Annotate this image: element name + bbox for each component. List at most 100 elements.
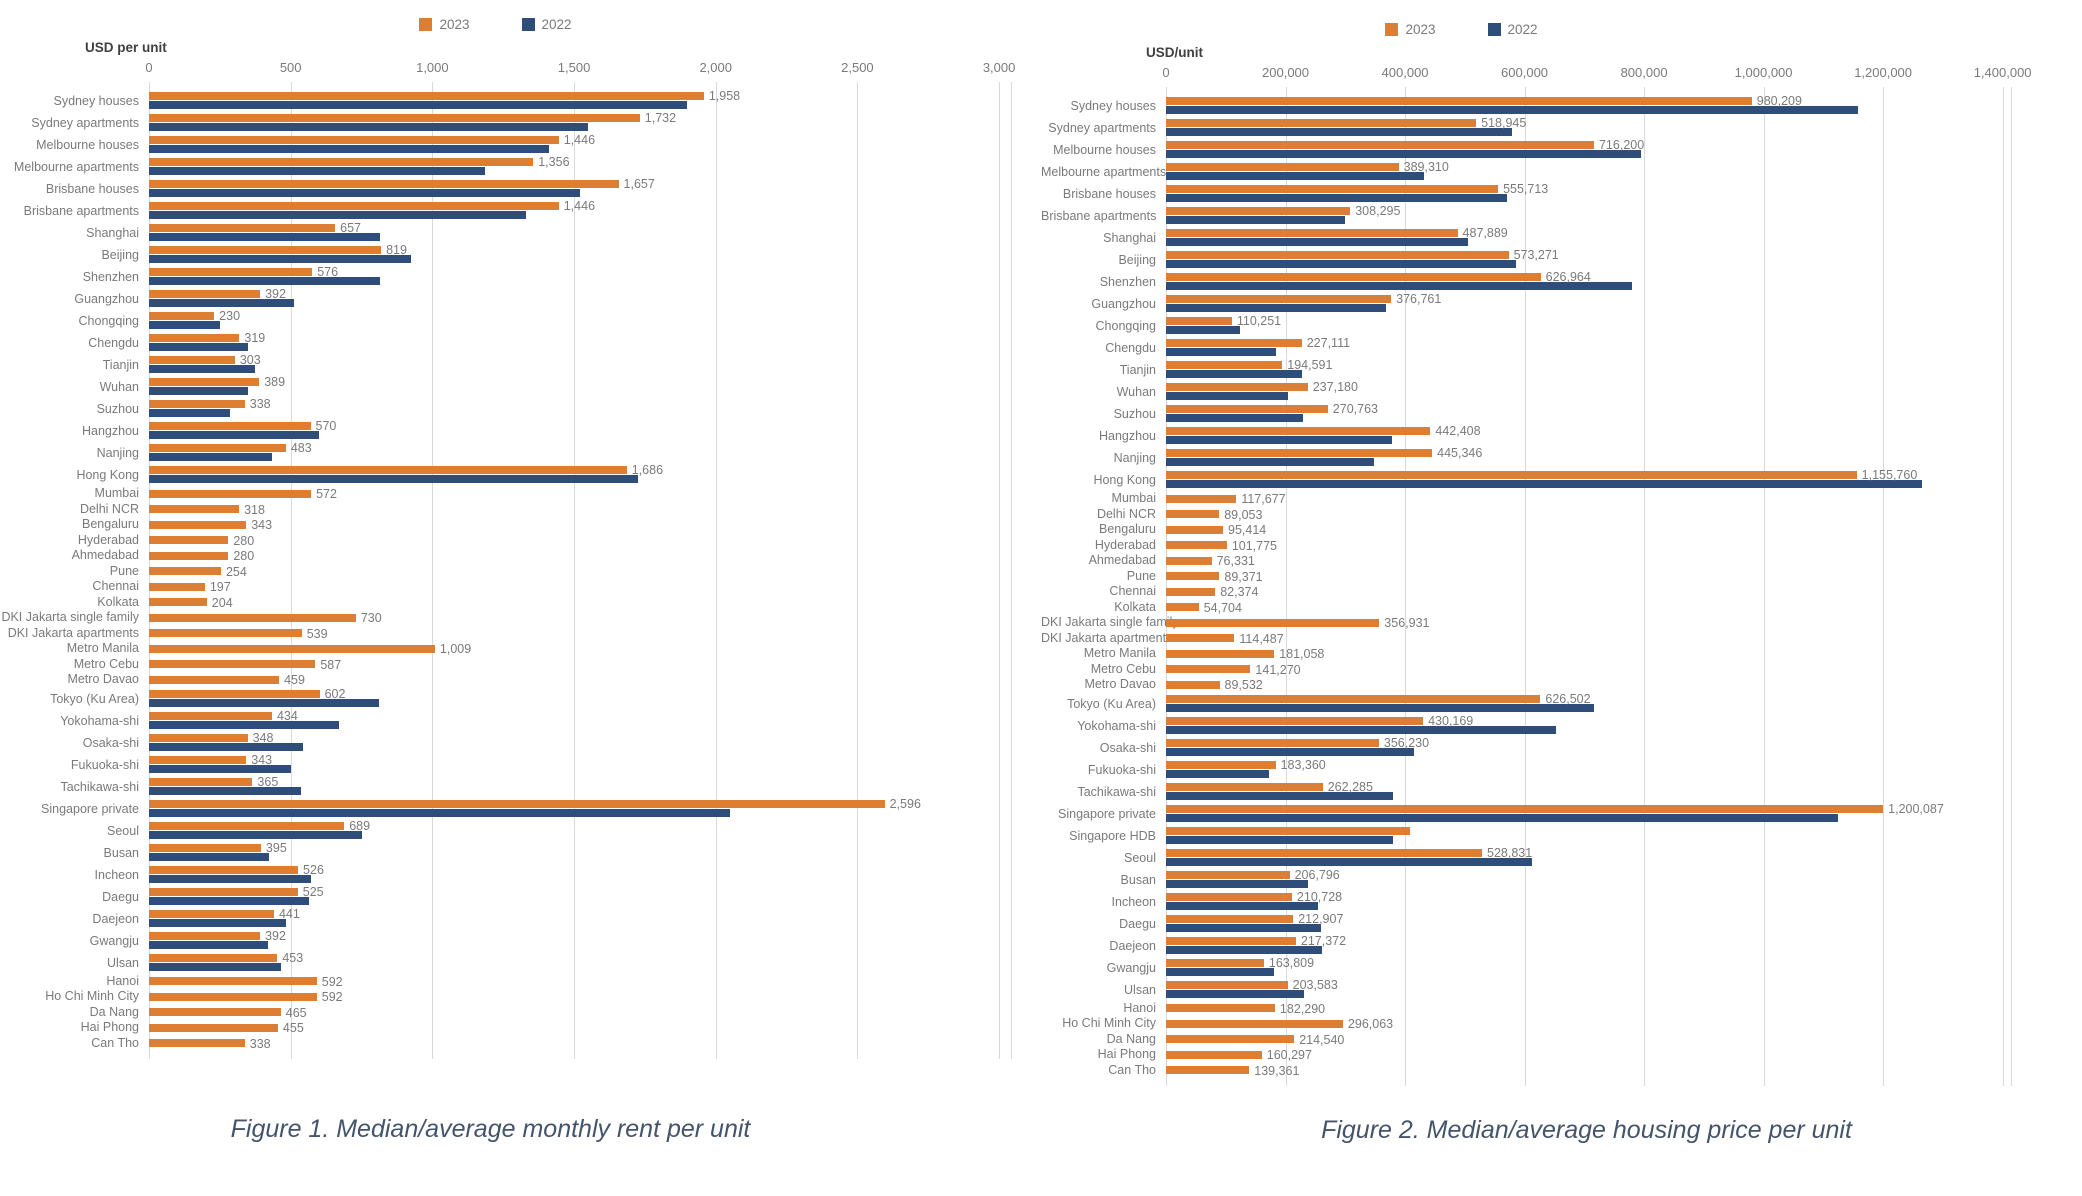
bar-2022 bbox=[1166, 967, 1275, 976]
bar-2023 bbox=[149, 953, 278, 962]
category-label: Wuhan bbox=[99, 380, 139, 394]
bar-2022 bbox=[149, 940, 268, 949]
bar-2023 bbox=[1166, 141, 1594, 149]
value-label: 441 bbox=[278, 906, 300, 921]
category-label: Wuhan bbox=[1116, 385, 1156, 399]
value-label: 141,270 bbox=[1255, 662, 1301, 677]
bar-2023 bbox=[1166, 914, 1294, 923]
bar-2023 bbox=[1166, 449, 1433, 457]
bar-2023 bbox=[149, 733, 248, 742]
chart-row: Can Tho 139,361 bbox=[1108, 1063, 2011, 1079]
category-label: Melbourne apartments bbox=[1041, 165, 1167, 179]
value-label: 183,360 bbox=[1280, 757, 1326, 772]
category-label: Chongqing bbox=[1095, 319, 1156, 333]
category-label: Chengdu bbox=[88, 336, 139, 350]
chart-row: DKI Jakarta apartments 539 bbox=[8, 626, 1011, 642]
category-label: Ahmedabad bbox=[1088, 553, 1156, 567]
category-label: Osaka-shi bbox=[82, 735, 139, 750]
category-label: Busan bbox=[1120, 872, 1156, 887]
x-tick-label: 500 bbox=[279, 60, 302, 75]
value-label: 392 bbox=[265, 287, 286, 301]
chart-row: Melbourne apartments 389,310 bbox=[1041, 160, 2011, 183]
bar-2023 bbox=[1166, 892, 1292, 901]
chart-row: Melbourne houses 1,446 bbox=[36, 133, 1011, 156]
category-label: Hanoi bbox=[1123, 1000, 1156, 1015]
category-label: Hong Kong bbox=[1093, 473, 1156, 487]
category-label: Fukuoka-shi bbox=[70, 757, 139, 772]
chart-row: Shanghai 487,889 bbox=[1103, 226, 2011, 249]
chart-row: Yokohama-shi 434 bbox=[60, 709, 1011, 732]
value-label: 626,502 bbox=[1545, 691, 1591, 706]
bar-2023 bbox=[149, 466, 627, 474]
bar-2023 bbox=[1166, 980, 1288, 989]
bar-2022 bbox=[149, 764, 291, 773]
bar-2022 bbox=[149, 874, 311, 883]
chart-row: Beijing 573,271 bbox=[1118, 248, 2011, 271]
chart-row: Singapore private 1,200,087 bbox=[1058, 802, 2011, 825]
chart-row: Sydney houses 980,209 bbox=[1071, 94, 2011, 117]
bar-2022 bbox=[149, 786, 301, 795]
chart-row: Beijing 819 bbox=[101, 243, 1011, 266]
category-label: Tianjin bbox=[1119, 363, 1156, 377]
bar-2023 bbox=[1166, 207, 1351, 215]
bar-2022 bbox=[1166, 172, 1425, 180]
value-label: 1,732 bbox=[644, 111, 677, 125]
category-label: Shenzhen bbox=[82, 270, 139, 284]
category-label: DKI Jakarta apartments bbox=[1041, 630, 1173, 645]
category-label: Metro Manila bbox=[66, 641, 139, 655]
bar-2022 bbox=[1166, 150, 1642, 158]
chart-row: Chennai 197 bbox=[92, 579, 1011, 595]
chart-row: Singapore private 2,596 bbox=[41, 797, 1011, 820]
value-label: 1,657 bbox=[623, 177, 655, 191]
bar-2022 bbox=[149, 720, 339, 729]
category-label: Daejeon bbox=[1109, 938, 1156, 953]
value-label: 227,111 bbox=[1306, 336, 1351, 350]
category-label: DKI Jakarta apartments bbox=[7, 625, 139, 640]
chart-row: Nanjing 445,346 bbox=[1114, 446, 2011, 469]
chart-row: Osaka-shi 356,230 bbox=[1100, 736, 2011, 759]
chart-row: Incheon 210,728 bbox=[1112, 890, 2011, 913]
value-label: 110,251 bbox=[1236, 314, 1282, 328]
bar-2023 bbox=[1166, 525, 1224, 534]
bar-2023 bbox=[149, 931, 261, 940]
legend-swatch-2022 bbox=[521, 17, 535, 31]
category-label: Guangzhou bbox=[1091, 297, 1156, 311]
legend-item-2023: 2023 bbox=[1385, 22, 1436, 37]
bar-2023 bbox=[149, 400, 245, 408]
category-label: Melbourne houses bbox=[36, 138, 139, 152]
bar-2023 bbox=[149, 613, 356, 622]
category-label: Hai Phong bbox=[80, 1020, 139, 1034]
chart-row: Shanghai 657 bbox=[86, 221, 1011, 244]
bar-2022 bbox=[1166, 703, 1594, 712]
value-label: 89,053 bbox=[1224, 507, 1263, 522]
value-label: 160,297 bbox=[1266, 1048, 1312, 1062]
value-label: 1,356 bbox=[538, 155, 570, 169]
value-label: 465 bbox=[285, 1005, 307, 1020]
x-tick-label: 800,000 bbox=[1620, 65, 1668, 80]
value-label: 356,931 bbox=[1384, 616, 1430, 630]
chart-row: Metro Davao 89,532 bbox=[1084, 677, 2011, 693]
bar-2022 bbox=[149, 343, 249, 351]
gridline bbox=[432, 82, 434, 1059]
category-label: Melbourne houses bbox=[1053, 143, 1156, 157]
bar-2022 bbox=[1166, 414, 1303, 422]
x-tick-label: 400,000 bbox=[1381, 65, 1429, 80]
bar-2023 bbox=[149, 755, 247, 764]
figure1-chart-panel: 2023 2022 USD per unit 0 500 1,000 1,500 2,0… bbox=[1, 16, 1015, 1144]
value-label: 1,686 bbox=[631, 463, 664, 477]
value-label: 217,372 bbox=[1300, 933, 1347, 948]
chart-row: Can Tho 338 bbox=[91, 1036, 1011, 1052]
value-label: 343 bbox=[251, 518, 273, 532]
bar-2022 bbox=[1166, 813, 1839, 822]
value-label: 1,009 bbox=[439, 642, 472, 656]
bar-2023 bbox=[1166, 870, 1290, 879]
gridline bbox=[2002, 87, 2004, 1086]
bar-2023 bbox=[149, 843, 261, 852]
chart-row: Osaka-shi 348 bbox=[83, 731, 1011, 754]
value-label: 442,408 bbox=[1435, 424, 1481, 438]
legend-label-2022: 2022 bbox=[1507, 21, 1538, 37]
bar-2023 bbox=[149, 1023, 278, 1032]
legend-label-2022: 2022 bbox=[541, 16, 572, 32]
bar-2022 bbox=[1166, 725, 1557, 734]
